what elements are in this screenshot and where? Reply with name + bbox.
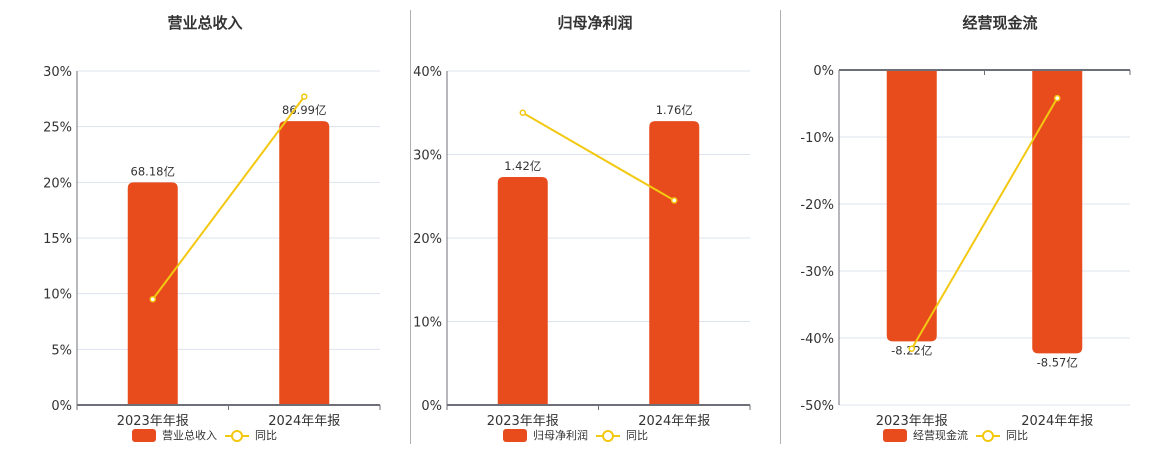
chart-legend: 归母净利润 同比: [503, 427, 648, 443]
bar-value-label: 68.18亿: [131, 164, 175, 178]
bar[interactable]: [1032, 70, 1083, 354]
legend-line-label[interactable]: 同比: [1006, 429, 1028, 442]
legend-bar-swatch[interactable]: [883, 428, 907, 442]
y-tick-label: 40%: [413, 65, 442, 80]
legend-bar-swatch[interactable]: [132, 428, 156, 442]
chart-legend: 经营现金流 同比: [883, 427, 1028, 443]
chart-title: 经营现金流: [962, 14, 1038, 32]
bar-value-label: 86.99亿: [282, 103, 326, 117]
chart-title: 营业总收入: [167, 14, 243, 32]
legend-bar-label[interactable]: 营业总收入: [162, 429, 217, 442]
y-tick-label: 20%: [43, 176, 72, 191]
x-category-label: 2023年年报: [876, 414, 948, 429]
y-tick-label: -40%: [800, 332, 834, 347]
y-tick-label: 10%: [43, 288, 72, 303]
x-category-label: 2024年年报: [268, 414, 340, 429]
bar-value-label: 1.42亿: [504, 159, 541, 173]
y-tick-label: -50%: [800, 399, 834, 414]
y-tick-label: 0%: [51, 399, 72, 414]
y-tick-label: -10%: [800, 131, 834, 146]
chart-svg: -50%-40%-30%-20%-10%0%-8.22亿-8.57亿2023年年…: [800, 64, 1131, 429]
chart-panel-operating-cash-flow: 经营现金流 -50%-40%-30%-20%-10%0%-8.22亿-8.57亿…: [780, 0, 1160, 450]
yoy-line: [910, 97, 1059, 350]
yoy-point[interactable]: [149, 295, 156, 303]
bar-value-label: 1.76亿: [656, 103, 693, 117]
y-tick-label: 20%: [413, 232, 442, 247]
legend-bar-swatch[interactable]: [503, 428, 527, 442]
legend-line-icon[interactable]: [976, 429, 1000, 442]
legend-line-icon[interactable]: [596, 429, 620, 442]
chart-panel-net-profit: 归母净利润 0% 10% 20% 30% 40% 1.42亿 1.76亿 2023年年报 202…: [410, 0, 780, 450]
chart-title: 归母净利润: [557, 14, 633, 32]
legend-line-label[interactable]: 同比: [255, 429, 277, 442]
y-tick-label: 5%: [51, 343, 72, 358]
yoy-point[interactable]: [1054, 94, 1061, 102]
y-tick-label: 30%: [413, 149, 442, 164]
x-category-label: 2024年年报: [638, 414, 710, 429]
y-tick-label: 25%: [43, 121, 72, 136]
legend-bar-label[interactable]: 归母净利润: [533, 429, 588, 442]
y-tick-label: 30%: [43, 65, 72, 80]
legend-line-label[interactable]: 同比: [626, 429, 648, 442]
bar[interactable]: [497, 177, 548, 405]
yoy-point[interactable]: [519, 109, 526, 116]
chart-panel-revenue: 营业总收入 0% 5% 10% 15% 20% 25% 30% 68.18亿 86.99亿 202…: [0, 0, 410, 450]
y-tick-label: -30%: [800, 265, 834, 280]
y-tick-label: 10%: [413, 316, 442, 331]
yoy-line: [522, 111, 675, 202]
yoy-line: [151, 96, 306, 300]
bar[interactable]: [127, 182, 178, 405]
panel-divider: [410, 10, 411, 444]
chart-legend: 营业总收入 同比: [132, 427, 277, 443]
y-tick-label: -20%: [800, 198, 834, 213]
x-category-label: 2023年年报: [117, 414, 189, 429]
bar-value-label: -8.57亿: [1037, 355, 1078, 369]
y-tick-label: 15%: [43, 232, 72, 247]
yoy-point[interactable]: [671, 197, 678, 204]
y-tick-label: 0%: [813, 64, 834, 79]
legend-bar-label[interactable]: 经营现金流: [913, 429, 968, 442]
bar[interactable]: [279, 121, 330, 405]
legend-line-icon[interactable]: [225, 429, 249, 442]
yoy-point[interactable]: [301, 93, 308, 100]
yoy-point[interactable]: [908, 345, 915, 352]
bar[interactable]: [886, 70, 937, 342]
y-tick-label: 0%: [421, 399, 442, 414]
panel-divider: [780, 10, 781, 444]
bar[interactable]: [649, 121, 700, 405]
x-category-label: 2023年年报: [487, 414, 559, 429]
x-category-label: 2024年年报: [1021, 414, 1093, 429]
chart-svg: 0% 5% 10% 15% 20% 25% 30% 68.18亿 86.99亿 2023年年报 20…: [43, 65, 381, 429]
chart-svg: 0% 10% 20% 30% 40% 1.42亿 1.76亿 2023年年报 2024年年报: [413, 65, 751, 429]
